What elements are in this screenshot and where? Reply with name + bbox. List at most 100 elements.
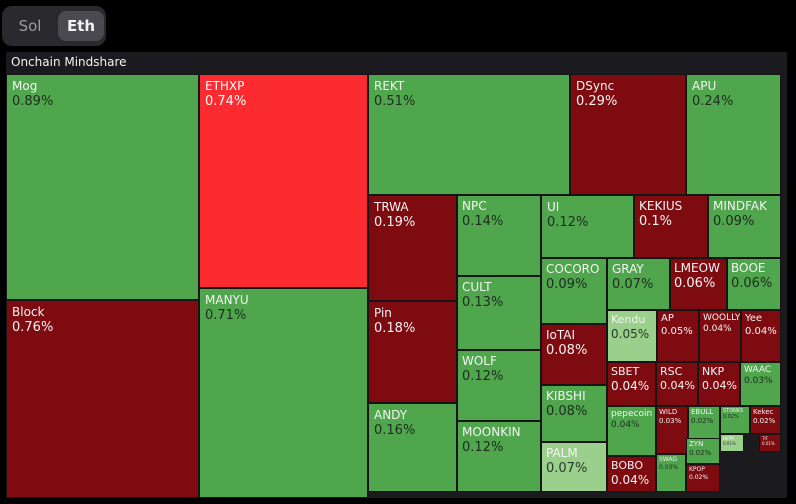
tile-kendu[interactable]: Kendu 0.05% bbox=[607, 310, 657, 362]
tile-name: PALM bbox=[546, 446, 578, 460]
tile-percent: 0.02% bbox=[689, 448, 712, 457]
tile-woolly[interactable]: WOOLLY 0.04% bbox=[699, 310, 741, 362]
tile-percent: 0.04% bbox=[660, 378, 695, 392]
tile-moonkin[interactable]: MOONKIN 0.12% bbox=[457, 421, 541, 492]
tile-percent: 0.04% bbox=[703, 324, 732, 335]
tile-name: KEKIUS bbox=[639, 199, 683, 213]
tile-dsync[interactable]: DSync 0.29% bbox=[570, 74, 686, 195]
tile-apu[interactable]: APU 0.24% bbox=[686, 74, 781, 195]
tile-percent: 0.74% bbox=[205, 94, 247, 109]
chain-selector: Sol Eth bbox=[2, 6, 106, 46]
tile-name: WOOLLY bbox=[703, 313, 741, 323]
tile-percent: 0.18% bbox=[374, 321, 416, 336]
tile-percent: 0.02% bbox=[723, 414, 739, 421]
tile-kpop[interactable]: KPOP 0.02% bbox=[686, 464, 720, 492]
tile-palm[interactable]: PALM 0.07% bbox=[541, 442, 607, 492]
tile-name: MINDFAK bbox=[713, 199, 767, 213]
tile-ui[interactable]: UI 0.12% bbox=[541, 195, 634, 258]
tile-bobo[interactable]: BOBO 0.04% bbox=[607, 456, 656, 492]
tile-percent: 0.04% bbox=[611, 472, 650, 487]
tile-name: AP bbox=[661, 313, 674, 324]
tile-ap[interactable]: AP 0.05% bbox=[657, 310, 699, 362]
tile-kibshi[interactable]: KIBSHI 0.08% bbox=[541, 385, 607, 442]
tile-wolf[interactable]: WOLF 0.12% bbox=[457, 350, 541, 421]
tile-percent: 0.16% bbox=[374, 423, 416, 438]
tile-rekt[interactable]: REKT 0.51% bbox=[368, 74, 570, 195]
tile-name: WAAC bbox=[744, 365, 772, 375]
tile-pin[interactable]: Pin 0.18% bbox=[368, 301, 457, 403]
tile-name: COCORO bbox=[546, 262, 600, 276]
tile-percent: 0.12% bbox=[547, 215, 589, 230]
tile-mog[interactable]: Mog 0.89% bbox=[6, 74, 199, 300]
tile-percent: 0.06% bbox=[731, 276, 773, 291]
tile-waac[interactable]: WAAC 0.03% bbox=[740, 362, 781, 406]
tile-booe[interactable]: BOOE 0.06% bbox=[727, 258, 781, 310]
tile-name: pepecoin bbox=[611, 409, 653, 419]
tile-name: EBULL bbox=[691, 408, 714, 416]
tile-cult[interactable]: CULT 0.13% bbox=[457, 276, 541, 350]
tile-tif[interactable]: TIF 0.01% bbox=[759, 434, 781, 452]
tile-name: CULT bbox=[462, 280, 492, 294]
tile-block[interactable]: Block 0.76% bbox=[6, 300, 199, 498]
tile-percent: 0.09% bbox=[546, 277, 588, 292]
tile-kekec[interactable]: Kekec 0.02% bbox=[750, 406, 781, 434]
tile-name: ANDY bbox=[374, 408, 408, 422]
tile-percent: 0.24% bbox=[692, 94, 734, 109]
tile-percent: 0.29% bbox=[576, 94, 618, 109]
tile-zyn[interactable]: ZYN 0.02% bbox=[686, 438, 720, 464]
tile-name: MANYU bbox=[205, 293, 249, 307]
tile-percent: 0.04% bbox=[745, 325, 777, 337]
tile-name: GRAY bbox=[612, 262, 644, 276]
tile-percent: 0.12% bbox=[462, 440, 504, 455]
tile-yee[interactable]: Yee 0.04% bbox=[741, 310, 781, 362]
tile-hippy[interactable]: HIPPY 0.01% bbox=[720, 434, 744, 452]
tile-wild[interactable]: WILD 0.03% bbox=[656, 406, 688, 454]
tile-kekius[interactable]: KEKIUS 0.1% bbox=[634, 195, 708, 258]
tile-rsc[interactable]: RSC 0.04% bbox=[656, 362, 698, 406]
tile-name: LMEOW bbox=[674, 261, 720, 275]
tile-iotai[interactable]: IoTAI 0.08% bbox=[541, 324, 607, 385]
tile-stonks[interactable]: STONKS 0.02% bbox=[720, 406, 750, 434]
tile-name: TIF bbox=[762, 436, 768, 441]
tile-percent: 0.08% bbox=[546, 404, 588, 419]
tab-sol[interactable]: Sol bbox=[18, 17, 42, 35]
tile-percent: 0.02% bbox=[691, 416, 714, 425]
tile-npc[interactable]: NPC 0.14% bbox=[457, 195, 541, 276]
tile-name: NKP bbox=[702, 365, 725, 378]
tile-pepecoin[interactable]: pepecoin 0.04% bbox=[607, 406, 656, 456]
tile-lmeow[interactable]: LMEOW 0.06% bbox=[670, 258, 727, 310]
tile-name: BOBO bbox=[611, 459, 644, 472]
mindshare-panel: Onchain Mindshare Mog 0.89% Block 0.76% ETHX… bbox=[6, 52, 787, 498]
tile-manyu[interactable]: MANYU 0.71% bbox=[199, 288, 368, 498]
tab-eth[interactable]: Eth bbox=[58, 11, 104, 41]
tile-percent: 0.1% bbox=[639, 214, 673, 229]
tile-mindfak[interactable]: MINDFAK 0.09% bbox=[708, 195, 781, 258]
tile-percent: 0.05% bbox=[611, 326, 650, 341]
tile-name: Pin bbox=[374, 306, 392, 320]
tile-name: APU bbox=[692, 79, 717, 93]
tile-percent: 0.01% bbox=[762, 441, 775, 446]
tile-percent: 0.13% bbox=[462, 295, 504, 310]
tile-percent: 0.76% bbox=[12, 320, 54, 335]
tile-name: SWAG bbox=[659, 456, 678, 463]
tile-trwa[interactable]: TRWA 0.19% bbox=[368, 195, 457, 301]
tile-cocoro[interactable]: COCORO 0.09% bbox=[541, 258, 607, 324]
tile-name: Mog bbox=[12, 79, 38, 93]
tile-name: DSync bbox=[576, 79, 615, 93]
tile-name: Yee bbox=[745, 313, 763, 324]
tile-percent: 0.04% bbox=[702, 378, 737, 392]
tile-andy[interactable]: ANDY 0.16% bbox=[368, 403, 457, 492]
tile-percent: 0.07% bbox=[546, 461, 588, 476]
tile-swag[interactable]: SWAG 0.03% bbox=[656, 454, 686, 492]
tile-percent: 0.89% bbox=[12, 94, 54, 109]
tile-name: UI bbox=[547, 200, 560, 214]
tile-ethxp[interactable]: ETHXP 0.74% bbox=[199, 74, 368, 288]
tile-percent: 0.03% bbox=[659, 416, 682, 425]
tile-sbet[interactable]: SBET 0.04% bbox=[607, 362, 656, 406]
tile-percent: 0.51% bbox=[374, 94, 416, 109]
tile-percent: 0.19% bbox=[374, 215, 416, 230]
tile-nkp[interactable]: NKP 0.04% bbox=[698, 362, 740, 406]
tile-gray[interactable]: GRAY 0.07% bbox=[607, 258, 670, 310]
tile-percent: 0.03% bbox=[659, 463, 679, 471]
tile-percent: 0.02% bbox=[689, 473, 709, 481]
